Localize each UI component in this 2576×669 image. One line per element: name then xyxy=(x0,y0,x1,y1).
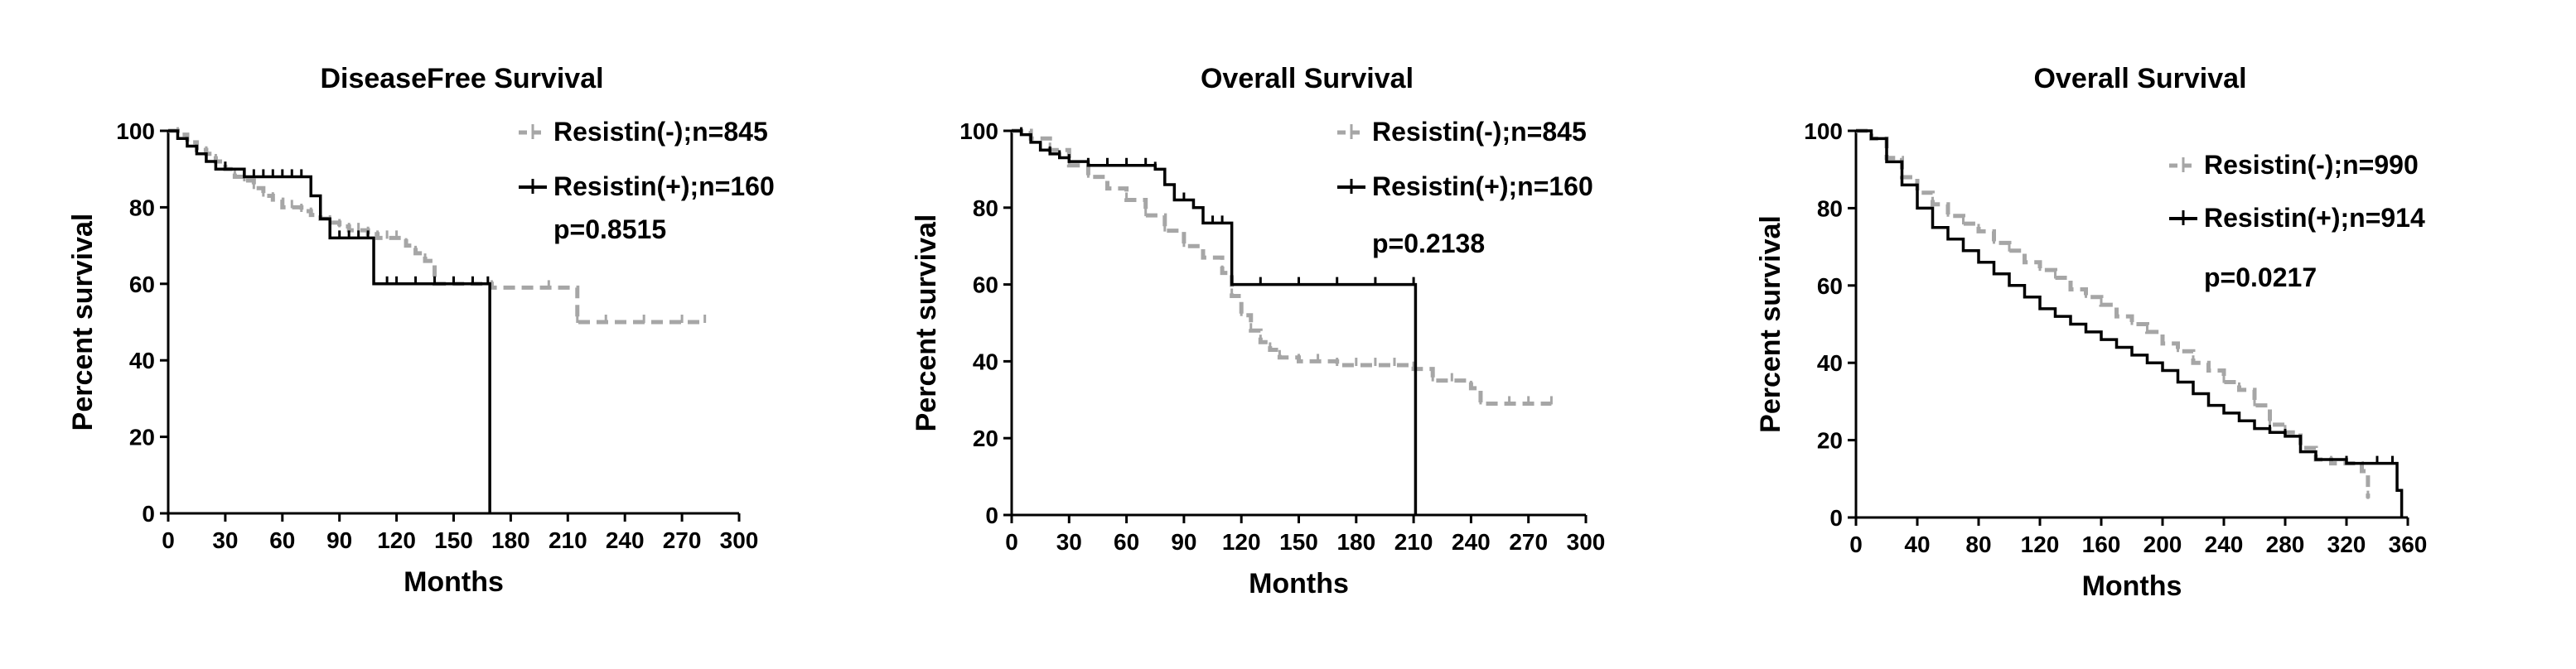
y-tick-label: 80 xyxy=(1817,195,1843,221)
p-value: p=0.0217 xyxy=(2204,262,2317,292)
x-tick-label: 180 xyxy=(1336,529,1375,555)
censor-marks-1 xyxy=(1870,131,2370,499)
x-tick-label: 60 xyxy=(1114,529,1139,555)
y-tick-label: 20 xyxy=(129,425,155,450)
x-tick-label: 120 xyxy=(377,527,416,553)
x-tick-label: 120 xyxy=(2021,532,2060,557)
chart-title: Overall Survival xyxy=(2033,63,2246,94)
x-tick-label: 30 xyxy=(212,527,238,553)
chart-2: Overall Survival 0 20 40 60 80 100 0 30 60 90 120 15… xyxy=(911,63,1605,599)
x-tick-label: 90 xyxy=(1171,529,1196,555)
legend-label-2: Resistin(+);n=160 xyxy=(1372,171,1593,201)
y-tick-label: 100 xyxy=(116,118,155,144)
x-tick-label: 80 xyxy=(1965,532,1991,557)
x-axis-label: Months xyxy=(1249,568,1349,599)
y-tick-label: 80 xyxy=(973,195,998,221)
legend-label-1: Resistin(-);n=990 xyxy=(2204,150,2419,180)
x-tick-label: 160 xyxy=(2082,532,2121,557)
x-tick-label: 0 xyxy=(1005,529,1018,555)
p-value: p=0.8515 xyxy=(553,214,666,244)
y-tick-label: 0 xyxy=(142,501,155,527)
x-tick-label: 300 xyxy=(720,527,759,553)
y-tick-label: 0 xyxy=(985,503,998,528)
x-tick-label: 150 xyxy=(434,527,473,553)
y-tick-label: 100 xyxy=(1804,118,1843,144)
y-tick-label: 20 xyxy=(1817,428,1843,454)
series-line-2 xyxy=(168,129,491,513)
x-axis-label: Months xyxy=(2082,570,2182,602)
x-tick-label: 30 xyxy=(1056,529,1082,555)
x-tick-label: 280 xyxy=(2266,532,2305,557)
y-tick-label: 0 xyxy=(1829,505,1843,531)
x-tick-label: 240 xyxy=(606,527,645,553)
censor-marks-2 xyxy=(1020,127,1415,286)
x-tick-label: 0 xyxy=(162,527,175,553)
y-tick-label: 60 xyxy=(973,272,998,298)
series-line-2 xyxy=(1856,129,2404,517)
censor-marks-2 xyxy=(1870,131,2399,492)
y-axis-label: Percent survival xyxy=(911,214,942,432)
y-axis-label: Percent survival xyxy=(67,214,99,431)
x-tick-label: 90 xyxy=(326,527,352,553)
y-axis-label: Percent survival xyxy=(1755,215,1786,433)
chart-title: DiseaseFree Survival xyxy=(320,63,603,94)
censor-marks-2 xyxy=(176,131,490,285)
y-tick-label: 20 xyxy=(973,426,998,451)
x-tick-label: 240 xyxy=(1452,529,1491,555)
p-value: p=0.2138 xyxy=(1372,229,1485,258)
y-tick-label: 80 xyxy=(129,195,155,220)
x-tick-label: 240 xyxy=(2205,532,2244,557)
x-tick-label: 120 xyxy=(1222,529,1261,555)
chart-3: Overall Survival 0 20 40 60 80 100 0 40 80 120 160 2… xyxy=(1755,63,2427,602)
x-tick-label: 200 xyxy=(2143,532,2182,557)
x-tick-label: 320 xyxy=(2327,532,2366,557)
x-tick-label: 270 xyxy=(1509,529,1548,555)
legend-label-1: Resistin(-);n=845 xyxy=(553,117,768,147)
y-tick-label: 100 xyxy=(959,118,998,144)
x-tick-label: 210 xyxy=(1394,529,1433,555)
x-tick-label: 210 xyxy=(549,527,587,553)
chart-1: DiseaseFree Survival 0 20 40 60 80 100 0 30 60 90 1… xyxy=(67,63,775,598)
x-axis-label: Months xyxy=(404,566,504,598)
series-line-2 xyxy=(1012,129,1418,515)
legend-label-2: Resistin(+);n=160 xyxy=(553,171,775,201)
y-tick-label: 40 xyxy=(973,349,998,374)
censor-marks-1 xyxy=(1029,131,1553,405)
y-tick-label: 40 xyxy=(1817,350,1843,376)
x-tick-label: 270 xyxy=(663,527,702,553)
chart-title: Overall Survival xyxy=(1201,63,1414,94)
y-tick-label: 60 xyxy=(1817,273,1843,299)
x-tick-label: 360 xyxy=(2389,532,2428,557)
x-tick-label: 150 xyxy=(1279,529,1318,555)
x-tick-label: 180 xyxy=(491,527,530,553)
legend-label-2: Resistin(+);n=914 xyxy=(2204,203,2425,233)
x-tick-label: 0 xyxy=(1849,532,1863,557)
x-tick-label: 300 xyxy=(1567,529,1606,555)
legend-label-1: Resistin(-);n=845 xyxy=(1372,117,1587,147)
x-tick-label: 60 xyxy=(269,527,295,553)
x-tick-label: 40 xyxy=(1904,532,1930,557)
y-tick-label: 40 xyxy=(129,348,155,373)
series-line-1 xyxy=(1012,128,1552,406)
series-line-1 xyxy=(1856,128,2371,498)
y-tick-label: 60 xyxy=(129,272,155,297)
